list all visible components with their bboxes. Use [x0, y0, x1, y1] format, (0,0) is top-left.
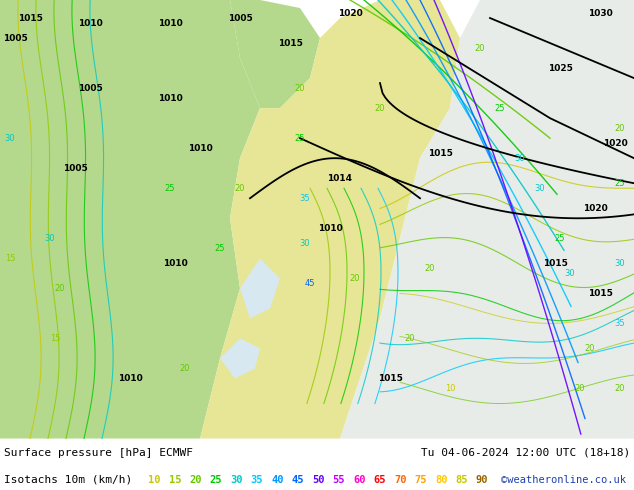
Text: Tu 04-06-2024 12:00 UTC (18+18): Tu 04-06-2024 12:00 UTC (18+18)	[421, 448, 630, 458]
Text: 20: 20	[55, 284, 65, 293]
Text: 30: 30	[534, 184, 545, 193]
Text: 90: 90	[476, 474, 489, 485]
Text: 20: 20	[475, 44, 485, 52]
Text: 25: 25	[215, 244, 225, 253]
Text: 20: 20	[235, 184, 245, 193]
Text: 15: 15	[169, 474, 181, 485]
Polygon shape	[230, 0, 320, 108]
Text: 75: 75	[415, 474, 427, 485]
Text: 1020: 1020	[583, 204, 607, 213]
Text: 40: 40	[271, 474, 283, 485]
Text: 85: 85	[455, 474, 468, 485]
Text: Surface pressure [hPa] ECMWF: Surface pressure [hPa] ECMWF	[4, 448, 193, 458]
Text: Isotachs 10m (km/h): Isotachs 10m (km/h)	[4, 474, 133, 485]
Text: 1010: 1010	[188, 144, 212, 153]
Text: 30: 30	[230, 474, 242, 485]
Text: 1015: 1015	[588, 289, 612, 298]
Text: 60: 60	[353, 474, 365, 485]
Text: 35: 35	[300, 194, 310, 203]
Text: 20: 20	[585, 344, 595, 353]
Text: 20: 20	[295, 84, 305, 93]
Text: 20: 20	[615, 123, 625, 133]
Text: 1005: 1005	[228, 14, 252, 23]
Text: 50: 50	[312, 474, 325, 485]
Text: 20: 20	[425, 264, 436, 273]
Text: 25: 25	[495, 104, 505, 113]
Text: 1010: 1010	[163, 259, 188, 268]
Text: 45: 45	[305, 279, 315, 288]
Text: 25: 25	[295, 134, 305, 143]
Text: 1010: 1010	[118, 374, 143, 383]
Text: 20: 20	[615, 384, 625, 393]
Text: 1005: 1005	[77, 84, 102, 93]
Text: 15: 15	[49, 334, 60, 343]
Polygon shape	[220, 339, 260, 378]
Text: 30: 30	[515, 154, 526, 163]
Text: 35: 35	[250, 474, 263, 485]
Text: 1015: 1015	[427, 148, 453, 158]
Text: 1020: 1020	[338, 8, 363, 18]
Text: 1015: 1015	[543, 259, 567, 268]
Text: 1010: 1010	[158, 94, 183, 102]
Text: 1015: 1015	[378, 374, 403, 383]
Text: 1014: 1014	[328, 174, 353, 183]
Polygon shape	[340, 0, 634, 439]
Text: 1005: 1005	[3, 33, 27, 43]
Text: 1030: 1030	[588, 8, 612, 18]
Text: 30: 30	[615, 259, 625, 268]
Text: 30: 30	[300, 239, 310, 248]
Text: 1020: 1020	[603, 139, 628, 147]
Text: 30: 30	[4, 134, 15, 143]
Text: 70: 70	[394, 474, 406, 485]
Text: 20: 20	[350, 274, 360, 283]
Text: 55: 55	[332, 474, 345, 485]
Text: 25: 25	[615, 179, 625, 188]
Text: ©weatheronline.co.uk: ©weatheronline.co.uk	[501, 474, 626, 485]
Text: 10: 10	[148, 474, 160, 485]
Text: 30: 30	[44, 234, 55, 243]
Text: 20: 20	[180, 364, 190, 373]
Text: 65: 65	[373, 474, 386, 485]
Text: 1025: 1025	[548, 64, 573, 73]
Polygon shape	[0, 0, 260, 439]
Text: 20: 20	[575, 384, 585, 393]
Text: 15: 15	[4, 254, 15, 263]
Text: 1010: 1010	[77, 19, 102, 27]
Text: 1015: 1015	[18, 14, 42, 23]
Text: 20: 20	[375, 104, 385, 113]
Text: 1010: 1010	[318, 224, 342, 233]
Text: 1015: 1015	[278, 39, 302, 48]
Text: 1005: 1005	[63, 164, 87, 172]
Text: 25: 25	[555, 234, 566, 243]
Text: 30: 30	[565, 269, 575, 278]
Text: 25: 25	[209, 474, 222, 485]
Text: 20: 20	[189, 474, 202, 485]
Text: 45: 45	[292, 474, 304, 485]
Text: 20: 20	[404, 334, 415, 343]
Polygon shape	[200, 0, 460, 439]
Text: 35: 35	[615, 319, 625, 328]
Text: 10: 10	[444, 384, 455, 393]
Text: 25: 25	[165, 184, 175, 193]
Text: 80: 80	[435, 474, 448, 485]
Text: 1010: 1010	[158, 19, 183, 27]
Polygon shape	[240, 258, 280, 318]
